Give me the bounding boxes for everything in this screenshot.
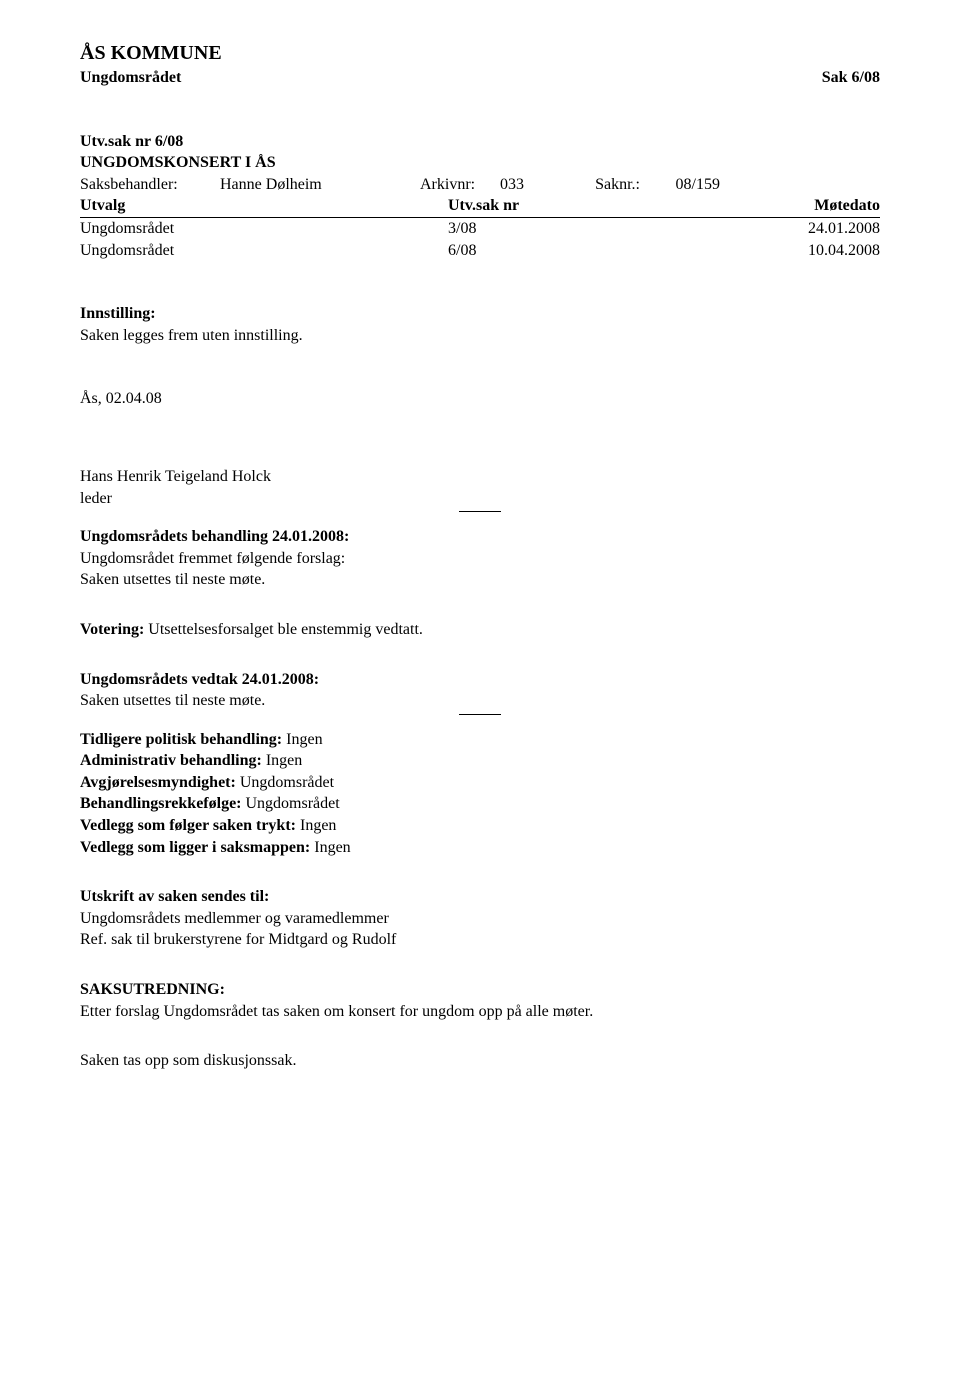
metadata-label: Vedlegg som følger saken trykt: (80, 817, 296, 834)
metadata-item: Avgjørelsesmyndighet: Ungdomsrådet (80, 772, 880, 794)
metadata-label: Behandlingsrekkefølge: (80, 795, 242, 812)
saksbehandler-value: Hanne Dølheim (220, 174, 420, 196)
col-utvalg: Utvalg (80, 195, 448, 217)
cell-motedato: 24.01.2008 (672, 217, 880, 239)
votering-label: Votering: (80, 621, 144, 638)
saksbehandler-label: Saksbehandler: (80, 174, 220, 196)
metadata-value: Ingen (296, 817, 336, 834)
metadata-label: Tidligere politisk behandling: (80, 731, 282, 748)
metadata-item: Vedlegg som følger saken trykt: Ingen (80, 815, 880, 837)
utskrift-line1: Ungdomsrådets medlemmer og varamedlemmer (80, 908, 880, 930)
signature-place-date: Ås, 02.04.08 (80, 388, 880, 410)
metadata-item: Vedlegg som ligger i saksmappen: Ingen (80, 837, 880, 859)
metadata-list: Tidligere politisk behandling: Ingen Adm… (80, 729, 880, 859)
cell-utvalg: Ungdomsrådet (80, 240, 448, 262)
metadata-value: Ingen (310, 839, 350, 856)
metadata-value: Ingen (262, 752, 302, 769)
case-utvsak: Utv.sak nr 6/08 (80, 131, 880, 153)
table-header-row: Utvalg Utv.sak nr Møtedato (80, 195, 880, 217)
vedtak-heading: Ungdomsrådets vedtak 24.01.2008: (80, 669, 880, 691)
cell-utvalg: Ungdomsrådet (80, 217, 448, 239)
cell-motedato: 10.04.2008 (672, 240, 880, 262)
saksutredning-heading: SAKSUTREDNING: (80, 979, 880, 1001)
saknr-label: Saknr.: (560, 174, 640, 196)
signature-name: Hans Henrik Teigeland Holck (80, 466, 880, 488)
saknr-value: 08/159 (640, 174, 720, 196)
saksutredning-text: Etter forslag Ungdomsrådet tas saken om … (80, 1001, 880, 1023)
innstilling-heading: Innstilling: (80, 303, 880, 325)
org-name: ÅS KOMMUNE (80, 40, 222, 67)
case-reference-row: Saksbehandler: Hanne Dølheim Arkivnr: 03… (80, 174, 880, 196)
behandling-heading: Ungdomsrådets behandling 24.01.2008: (80, 526, 880, 548)
metadata-value: Ungdomsrådet (236, 774, 334, 791)
metadata-label: Vedlegg som ligger i saksmappen: (80, 839, 310, 856)
table-row: Ungdomsrådet 3/08 24.01.2008 (80, 217, 880, 239)
arkivnr-label: Arkivnr: (420, 174, 500, 196)
vedtak-text: Saken utsettes til neste møte. (80, 690, 880, 712)
behandling-line2: Saken utsettes til neste møte. (80, 569, 880, 591)
votering-line: Votering: Utsettelsesforsalget ble enste… (80, 619, 880, 641)
col-utvsaknr: Utv.sak nr (448, 195, 672, 217)
cell-utvsaknr: 6/08 (448, 240, 672, 262)
arkivnr-value: 033 (500, 174, 560, 196)
metadata-label: Administrativ behandling: (80, 752, 262, 769)
behandling-line1: Ungdomsrådet fremmet følgende forslag: (80, 548, 880, 570)
committee-name: Ungdomsrådet (80, 67, 222, 89)
innstilling-text: Saken legges frem uten innstilling. (80, 325, 880, 347)
case-title: UNGDOMSKONSERT I ÅS (80, 152, 880, 174)
closing-text: Saken tas opp som diskusjonssak. (80, 1050, 880, 1072)
cell-utvsaknr: 3/08 (448, 217, 672, 239)
utskrift-line2: Ref. sak til brukerstyrene for Midtgard … (80, 929, 880, 951)
case-header: Sak 6/08 (822, 67, 880, 89)
meeting-table: Utvalg Utv.sak nr Møtedato Ungdomsrådet … (80, 195, 880, 261)
signature-role: leder (80, 488, 880, 510)
document-header: ÅS KOMMUNE Ungdomsrådet Sak 6/08 (80, 40, 880, 89)
col-motedato: Møtedato (672, 195, 880, 217)
metadata-value: Ungdomsrådet (242, 795, 340, 812)
metadata-value: Ingen (282, 731, 322, 748)
metadata-label: Avgjørelsesmyndighet: (80, 774, 236, 791)
table-row: Ungdomsrådet 6/08 10.04.2008 (80, 240, 880, 262)
metadata-item: Tidligere politisk behandling: Ingen (80, 729, 880, 751)
utskrift-heading: Utskrift av saken sendes til: (80, 886, 880, 908)
votering-text: Utsettelsesforsalget ble enstemmig vedta… (144, 621, 423, 638)
metadata-item: Administrativ behandling: Ingen (80, 750, 880, 772)
metadata-item: Behandlingsrekkefølge: Ungdomsrådet (80, 793, 880, 815)
